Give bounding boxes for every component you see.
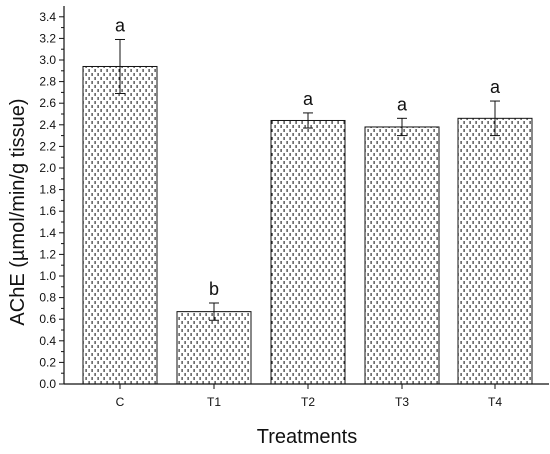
- x-tick-label-t1: T1: [207, 395, 221, 409]
- y-tick-label: 2.2: [39, 139, 56, 153]
- bar-t2: [270, 119, 346, 385]
- axes-layer: [59, 6, 549, 389]
- y-tick-label: 2.0: [39, 161, 56, 175]
- y-tick-label: 2.6: [39, 96, 56, 110]
- y-tick-label: 0.6: [39, 312, 56, 326]
- significance-label-t4: a: [490, 77, 501, 97]
- y-tick-label: 1.8: [39, 183, 56, 197]
- bar-t1: [176, 311, 252, 385]
- bar-t4: [457, 117, 533, 385]
- significance-label-c: a: [115, 15, 126, 35]
- y-tick-label: 0.4: [39, 334, 56, 348]
- bar-t3: [364, 126, 440, 385]
- y-tick-label: 2.4: [39, 118, 56, 132]
- y-tick-label: 1.0: [39, 269, 56, 283]
- y-tick-label: 3.2: [39, 31, 56, 45]
- significance-label-t2: a: [303, 89, 314, 109]
- significance-label-t1: b: [209, 279, 219, 299]
- y-tick-label: 0.0: [39, 377, 56, 391]
- x-tick-label-c: C: [116, 395, 125, 409]
- y-tick-label: 3.4: [39, 10, 56, 24]
- bar-c: [82, 65, 158, 385]
- x-axis-title: Treatments: [257, 426, 357, 448]
- error-bars-layer: [115, 38, 500, 321]
- y-tick-label: 0.8: [39, 291, 56, 305]
- labels-layer: a Cb T1 a T2 a T3 a T4 0.0 0.2 0.4 0.6 0.8 1.0 1.2 1.4 1.…: [39, 10, 502, 409]
- x-tick-label-t2: T2: [301, 395, 315, 409]
- y-tick-label: 0.2: [39, 355, 56, 369]
- x-tick-label-t4: T4: [488, 395, 502, 409]
- y-tick-label: 1.4: [39, 226, 56, 240]
- y-axis-title: AChE (µmol/min/g tissue): [7, 98, 29, 325]
- significance-label-t3: a: [397, 94, 408, 114]
- y-tick-label: 3.0: [39, 53, 56, 67]
- y-tick-label: 1.2: [39, 247, 56, 261]
- y-tick-label: 1.6: [39, 204, 56, 218]
- y-tick-label: 2.8: [39, 75, 56, 89]
- x-tick-label-t3: T3: [395, 395, 409, 409]
